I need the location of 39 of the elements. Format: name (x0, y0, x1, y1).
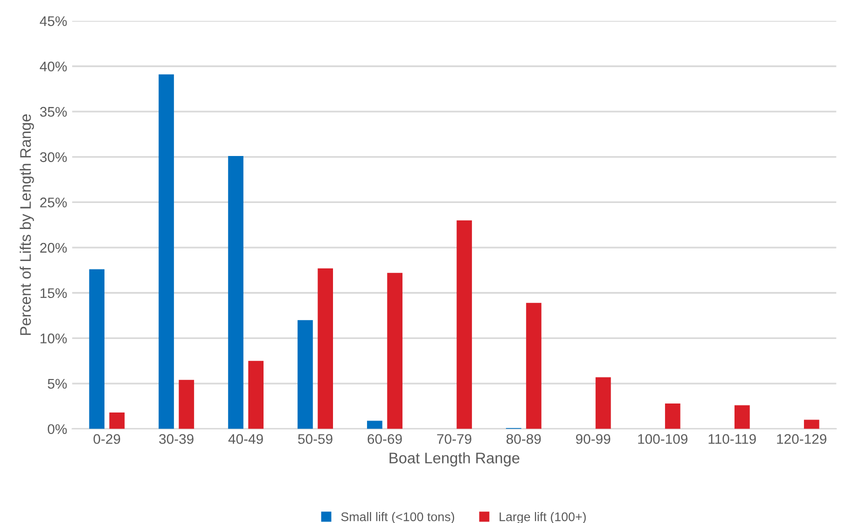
x-tick-label: 60-69 (368, 434, 402, 444)
x-axis-title: Boat Length Range (390, 452, 520, 466)
x-tick-label: 30-39 (159, 434, 194, 444)
bar (596, 377, 611, 429)
bar (318, 268, 333, 429)
x-tick-label: 120-129 (777, 434, 826, 444)
y-tick-label: 20% (40, 242, 67, 253)
bar (248, 360, 264, 429)
y-tick-label: 40% (40, 62, 67, 72)
y-tick-label: 30% (40, 152, 67, 162)
x-tick-label: 70-79 (437, 434, 472, 444)
y-tick-label: 25% (40, 198, 67, 208)
bar (367, 420, 382, 429)
bar (526, 302, 542, 429)
y-tick-label: 0% (48, 424, 67, 434)
bar (734, 405, 750, 429)
bar (178, 380, 194, 429)
x-tick-label: 110-119 (708, 434, 756, 444)
bar (298, 320, 313, 429)
x-tick-label: 90-99 (576, 434, 610, 444)
bar (228, 156, 244, 429)
bar (804, 420, 820, 429)
y-tick-label: 45% (40, 16, 67, 26)
bar (158, 74, 174, 429)
y-tick-label: 15% (40, 288, 67, 298)
y-tick-label: 10% (40, 334, 67, 344)
x-tick-label: 50-59 (298, 434, 332, 444)
bar (387, 272, 402, 429)
x-tick-label: 0-29 (94, 434, 120, 444)
x-tick-label: 80-89 (506, 434, 541, 444)
bar (109, 412, 125, 429)
y-tick-label: 35% (40, 106, 67, 117)
y-axis-title: Percent of Lifts by Length Range (20, 114, 34, 335)
bar (665, 403, 680, 429)
y-tick-label: 5% (48, 378, 67, 389)
x-tick-label: 100-109 (638, 434, 688, 444)
bar (89, 269, 104, 429)
x-tick-label: 40-49 (228, 434, 263, 444)
bar (456, 220, 472, 429)
